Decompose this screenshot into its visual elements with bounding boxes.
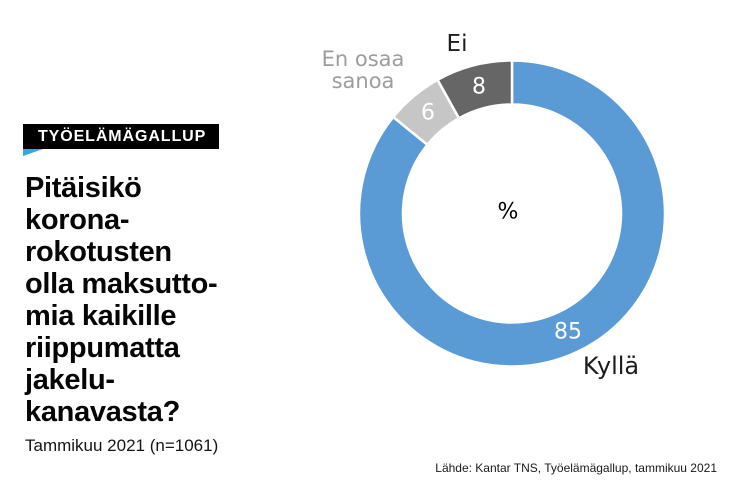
brand-badge-label: TYÖELÄMÄGALLUP <box>38 127 207 145</box>
badge-fold-triangle <box>23 149 43 156</box>
source-attribution: Lähde: Kantar TNS, Työelämägallup, tammi… <box>435 461 717 475</box>
donut-segment <box>435 59 514 120</box>
segment-label-en-osaa-sanoa: En osaa sanoa <box>321 47 405 93</box>
segment-label-kylla: Kyllä <box>582 352 640 380</box>
brand-badge: TYÖELÄMÄGALLUP <box>23 124 220 149</box>
segment-label-ei: Ei <box>446 31 468 57</box>
donut-segment <box>357 59 667 368</box>
segment-value-label: 85 <box>554 319 582 345</box>
question-title: Pitäisikö korona- rokotusten olla maksut… <box>25 172 218 428</box>
donut-center-unit-label: % <box>497 199 519 225</box>
segment-value-label: 8 <box>472 74 486 100</box>
sample-info: Tammikuu 2021 (n=1061) <box>25 436 219 455</box>
segment-value-label: 6 <box>421 100 435 126</box>
